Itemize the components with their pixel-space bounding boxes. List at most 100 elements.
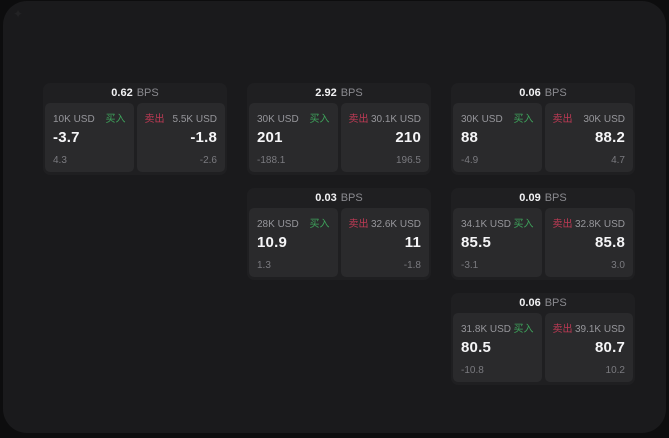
sell-delta: 4.7 [611,155,625,166]
buy-panel[interactable]: 31.8K USD 买入 80.5 -10.8 [453,313,542,382]
buy-amount: 10K USD [53,114,95,125]
buy-side-label: 买入 [513,114,534,125]
buy-side-label: 买入 [513,219,534,230]
card-body: 10K USD 买入 -3.7 4.3 卖出 5.5K USD -1.8 -2.… [45,103,225,172]
quote-card: 0.06 BPS 30K USD 买入 88 -4.9 卖出 30K USD 8… [451,83,635,175]
sell-value: 11 [404,234,421,251]
sell-delta: 10.2 [605,365,625,376]
sell-amount: 32.6K USD [370,219,421,230]
sell-value: -1.8 [190,129,217,146]
buy-amount: 28K USD [257,219,299,230]
sell-amount: 39.1K USD [574,324,625,335]
sell-top-row: 卖出 30K USD [553,110,626,125]
sell-amount: 5.5K USD [172,114,217,125]
sell-side-label: 卖出 [144,114,165,125]
bps-unit-label: BPS [340,192,363,204]
buy-delta: -3.1 [461,260,479,271]
buy-value: 88 [461,129,479,146]
buy-panel[interactable]: 34.1K USD 买入 85.5 -3.1 [453,208,542,277]
sell-side-label: 卖出 [348,219,369,230]
card-body: 31.8K USD 买入 80.5 -10.8 卖出 39.1K USD 80.… [453,313,633,382]
buy-delta: -10.8 [461,365,484,376]
buy-value: -3.7 [53,129,80,146]
buy-delta: 1.3 [257,260,271,271]
bps-unit-label: BPS [340,87,363,99]
buy-delta: -188.1 [257,155,286,166]
buy-panel[interactable]: 10K USD 买入 -3.7 4.3 [45,103,134,172]
buy-amount: 30K USD [257,114,299,125]
sell-delta: -1.8 [403,260,421,271]
sell-panel[interactable]: 卖出 30.1K USD 210 196.5 [340,103,429,172]
bps-unit-label: BPS [544,87,567,99]
buy-panel[interactable]: 30K USD 买入 201 -188.1 [249,103,338,172]
quote-card: 0.62 BPS 10K USD 买入 -3.7 4.3 卖出 5.5K USD… [43,83,227,175]
quote-card: 2.92 BPS 30K USD 买入 201 -188.1 卖出 30.1K … [247,83,431,175]
buy-side-label: 买入 [309,114,330,125]
buy-side-label: 买入 [513,324,534,335]
card-body: 28K USD 买入 10.9 1.3 卖出 32.6K USD 11 -1.8 [249,208,429,277]
card-header: 2.92 BPS [249,83,429,103]
sell-panel[interactable]: 卖出 5.5K USD -1.8 -2.6 [136,103,225,172]
sell-side-label: 卖出 [552,219,573,230]
sell-top-row: 卖出 32.6K USD [349,215,422,230]
buy-value: 85.5 [461,234,491,251]
buy-panel[interactable]: 30K USD 买入 88 -4.9 [453,103,542,172]
buy-top-row: 30K USD 买入 [257,110,330,125]
buy-top-row: 31.8K USD 买入 [461,320,534,335]
quote-card: 0.03 BPS 28K USD 买入 10.9 1.3 卖出 32.6K US… [247,188,431,280]
sell-panel[interactable]: 卖出 39.1K USD 80.7 10.2 [544,313,633,382]
card-body: 34.1K USD 买入 85.5 -3.1 卖出 32.8K USD 85.8… [453,208,633,277]
card-header: 0.06 BPS [453,293,633,313]
buy-side-label: 买入 [309,219,330,230]
bps-unit-label: BPS [544,297,567,309]
card-body: 30K USD 买入 201 -188.1 卖出 30.1K USD 210 1… [249,103,429,172]
sell-delta: 3.0 [611,260,625,271]
buy-top-row: 30K USD 买入 [461,110,534,125]
bps-value: 0.06 [519,87,541,99]
card-header: 0.03 BPS [249,188,429,208]
app-window: ✦ 0.62 BPS 10K USD 买入 -3.7 4.3 卖出 5.5K U… [3,1,666,433]
buy-amount: 31.8K USD [461,324,512,335]
sell-value: 210 [395,129,421,146]
sell-panel[interactable]: 卖出 32.8K USD 85.8 3.0 [544,208,633,277]
sell-value: 85.8 [595,234,625,251]
buy-amount: 34.1K USD [461,219,512,230]
sell-panel[interactable]: 卖出 32.6K USD 11 -1.8 [340,208,429,277]
sell-top-row: 卖出 32.8K USD [553,215,626,230]
card-header: 0.06 BPS [453,83,633,103]
buy-top-row: 28K USD 买入 [257,215,330,230]
sell-top-row: 卖出 30.1K USD [349,110,422,125]
sell-delta: -2.6 [199,155,217,166]
quote-card: 0.06 BPS 31.8K USD 买入 80.5 -10.8 卖出 39.1… [451,293,635,385]
card-header: 0.62 BPS [45,83,225,103]
sell-value: 80.7 [595,339,625,356]
buy-top-row: 34.1K USD 买入 [461,215,534,230]
sell-amount: 30K USD [583,114,625,125]
buy-value: 80.5 [461,339,491,356]
buy-panel[interactable]: 28K USD 买入 10.9 1.3 [249,208,338,277]
sell-top-row: 卖出 39.1K USD [553,320,626,335]
bps-value: 0.62 [111,87,133,99]
buy-side-label: 买入 [105,114,126,125]
buy-value: 10.9 [257,234,287,251]
bps-value: 2.92 [315,87,337,99]
sell-side-label: 卖出 [552,114,573,125]
sell-panel[interactable]: 卖出 30K USD 88.2 4.7 [544,103,633,172]
buy-delta: -4.9 [461,155,479,166]
sell-amount: 30.1K USD [370,114,421,125]
buy-delta: 4.3 [53,155,67,166]
card-header: 0.09 BPS [453,188,633,208]
bps-value: 0.03 [315,192,337,204]
sell-amount: 32.8K USD [574,219,625,230]
bps-value: 0.09 [519,192,541,204]
sell-delta: 196.5 [395,155,421,166]
bps-unit-label: BPS [136,87,159,99]
quote-card: 0.09 BPS 34.1K USD 买入 85.5 -3.1 卖出 32.8K… [451,188,635,280]
bps-unit-label: BPS [544,192,567,204]
buy-amount: 30K USD [461,114,503,125]
sell-side-label: 卖出 [552,324,573,335]
sell-top-row: 卖出 5.5K USD [145,110,218,125]
cards-grid: 0.62 BPS 10K USD 买入 -3.7 4.3 卖出 5.5K USD… [3,1,669,438]
buy-value: 201 [257,129,283,146]
sell-side-label: 卖出 [348,114,369,125]
